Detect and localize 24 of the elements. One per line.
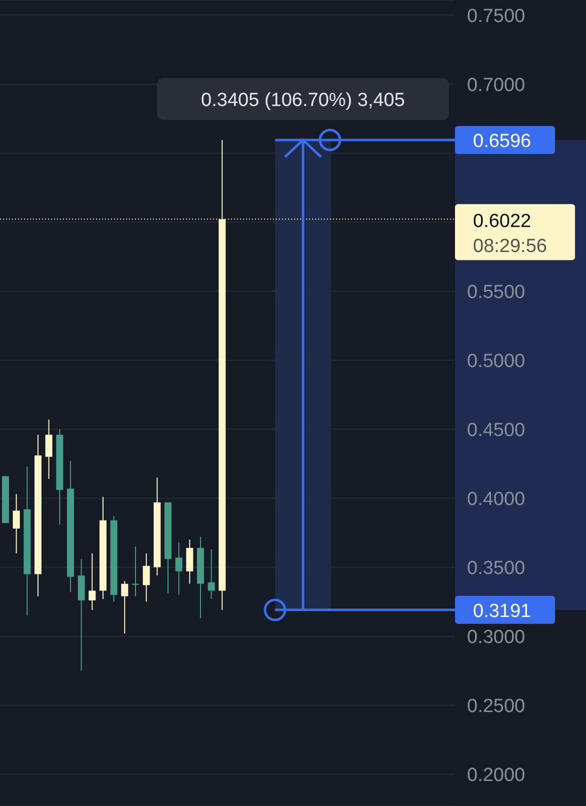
candlestick — [45, 419, 52, 480]
y-tick-label: 0.5000 — [467, 350, 526, 372]
candlestick — [88, 552, 96, 611]
y-tick-label: 0.5500 — [467, 282, 526, 303]
candlestick — [175, 542, 182, 596]
y-tick-label: 0.3000 — [467, 626, 526, 648]
text: 08:29:56 — [473, 236, 547, 258]
ref-line-label: 0.6596 — [473, 130, 532, 152]
candlestick — [12, 494, 20, 554]
y-tick-label: 0.2500 — [467, 696, 526, 717]
candlestick — [208, 548, 215, 600]
y-tick-label: 0.4000 — [467, 488, 526, 510]
candlestick — [121, 580, 128, 634]
annotation: 0.3405 (106.70%) 3,405 — [201, 90, 405, 111]
y-tick-label: 0.7000 — [467, 74, 526, 96]
candlestick — [142, 552, 150, 602]
y-tick-label: 0.2000 — [467, 765, 526, 786]
y-tick-label: 0.7500 — [467, 6, 526, 27]
candlestick — [132, 546, 139, 597]
ref-line-label: 0.3191 — [473, 600, 532, 622]
y-tick-label: 0.4500 — [467, 420, 526, 441]
y-tick-label: 0.3500 — [467, 558, 526, 579]
ref-line-label: 0.6022 — [473, 211, 532, 232]
candlestick — [186, 539, 194, 584]
